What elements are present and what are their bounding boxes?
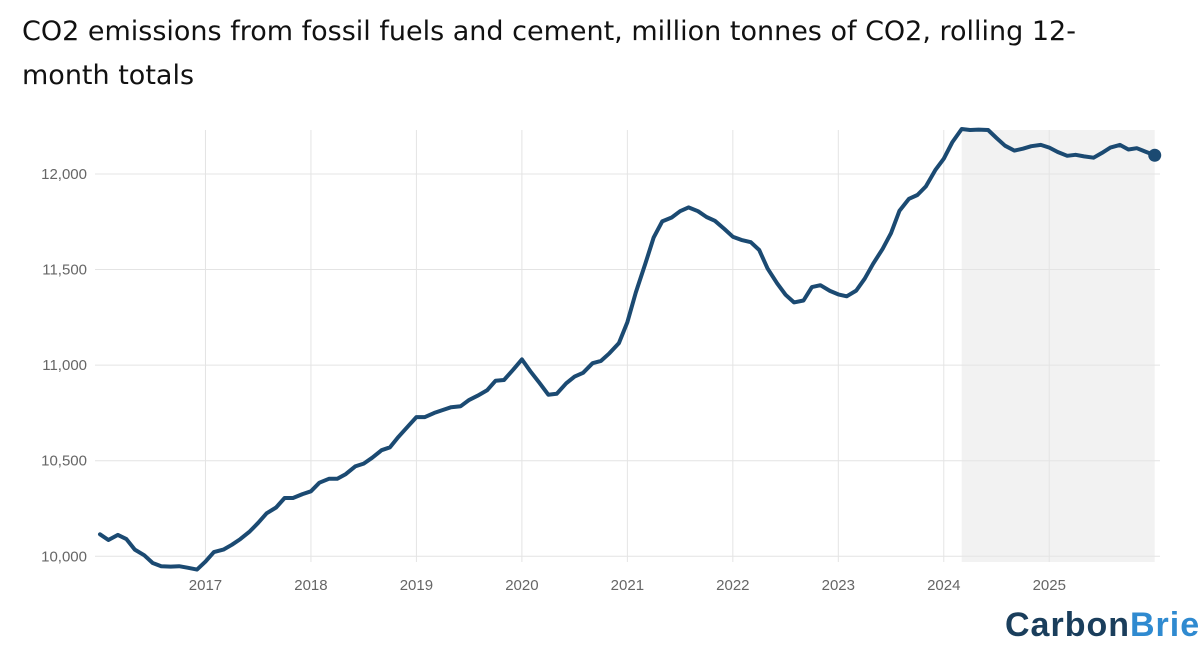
x-tick-label: 2022 [716,577,749,594]
y-tick-label: 12,000 [41,166,87,183]
y-tick-label: 11,500 [42,262,87,279]
shaded-region [961,130,1155,562]
y-tick-label: 11,000 [42,357,87,374]
x-tick-label: 2024 [927,577,960,594]
carbon-brief-logo: CarbonBrief [1005,606,1200,645]
brand-part-2: Brief [1130,606,1200,644]
x-tick-label: 2020 [505,577,538,594]
brand-part-1: Carbon [1005,606,1130,644]
x-tick-label: 2018 [294,577,327,594]
emissions-line-chart: 10,000 10,500 11,000 11,500 12,000 2017 2018 20… [41,127,1162,594]
x-tick-label: 2017 [189,577,222,594]
x-tick-label: 2021 [611,577,644,594]
chart-subtitle: CO2 emissions from fossil fuels and ceme… [22,16,1076,91]
y-tick-label: 10,500 [41,453,87,470]
end-point-marker [1148,148,1162,162]
x-tick-label: 2023 [822,577,855,594]
y-tick-label: 10,000 [41,548,87,565]
emissions-line [98,127,1157,572]
x-tick-label: 2025 [1033,577,1066,594]
x-tick-label: 2019 [400,577,433,594]
